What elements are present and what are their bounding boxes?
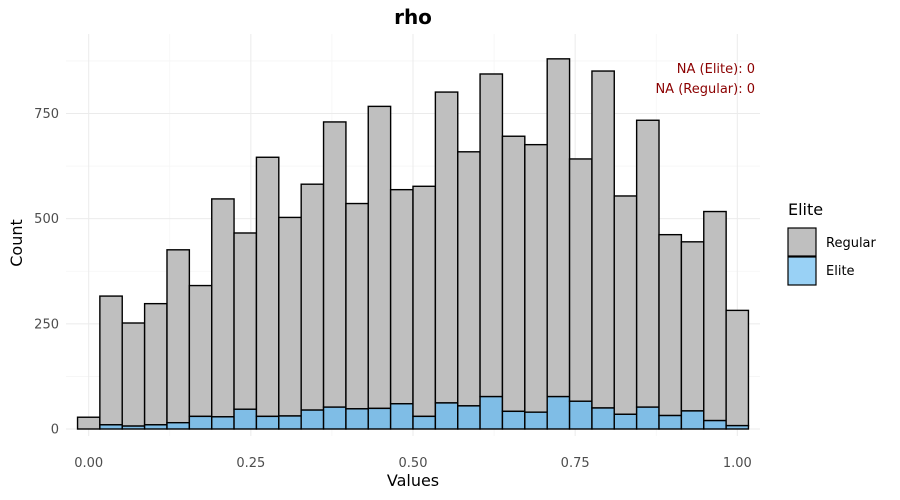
bar-elite bbox=[501, 410, 526, 430]
legend-label-regular: Regular bbox=[826, 236, 877, 251]
bar-regular bbox=[322, 121, 347, 408]
bar-elite bbox=[278, 415, 302, 430]
na-regular-annotation: NA (Regular): 0 bbox=[655, 82, 755, 97]
bar-regular bbox=[211, 198, 235, 418]
bar-regular bbox=[434, 91, 459, 404]
x-tick-label: 0.50 bbox=[399, 456, 428, 471]
bar-elite bbox=[479, 395, 504, 430]
bar-regular bbox=[524, 143, 548, 413]
legend-swatch-regular bbox=[787, 227, 817, 257]
legend: Elite Regular Elite bbox=[787, 200, 877, 286]
bar-regular bbox=[546, 58, 571, 398]
bar-elite bbox=[143, 424, 168, 430]
bars bbox=[76, 58, 750, 430]
bar-elite bbox=[635, 406, 660, 430]
bar-elite bbox=[166, 421, 191, 430]
bar-regular bbox=[255, 156, 280, 418]
bar-regular bbox=[143, 302, 168, 426]
bar-elite bbox=[188, 415, 213, 430]
bar-regular bbox=[300, 183, 325, 411]
bar-elite bbox=[367, 407, 392, 430]
bar-regular bbox=[457, 151, 481, 407]
bar-elite bbox=[546, 395, 571, 430]
bar-elite bbox=[658, 414, 683, 430]
na-elite-annotation: NA (Elite): 0 bbox=[677, 62, 755, 77]
bar-regular bbox=[591, 70, 615, 409]
bar-regular bbox=[345, 202, 369, 410]
bar-elite bbox=[300, 409, 325, 430]
y-axis-title: Count bbox=[7, 219, 26, 267]
bar-elite bbox=[412, 415, 437, 430]
bar-regular bbox=[76, 416, 101, 430]
bar-regular bbox=[501, 135, 526, 413]
y-tick-label: 750 bbox=[34, 107, 59, 122]
bar-regular bbox=[479, 73, 504, 398]
bar-elite bbox=[322, 406, 347, 430]
bar-regular bbox=[412, 185, 437, 418]
bar-regular bbox=[568, 158, 593, 402]
bar-elite bbox=[725, 424, 750, 430]
bar-regular bbox=[121, 322, 146, 427]
bar-elite bbox=[524, 411, 548, 430]
bar-elite bbox=[99, 424, 123, 430]
legend-label-elite: Elite bbox=[826, 264, 855, 279]
bar-regular bbox=[188, 284, 213, 418]
bar-regular bbox=[278, 216, 302, 417]
y-axis-tick-labels: 0 250 500 750 bbox=[34, 107, 59, 437]
bar-elite bbox=[703, 419, 727, 430]
x-tick-label: 1.00 bbox=[723, 456, 752, 471]
bar-regular bbox=[166, 249, 191, 424]
bar-regular bbox=[99, 295, 123, 426]
y-tick-label: 250 bbox=[34, 317, 59, 332]
legend-title: Elite bbox=[788, 200, 823, 219]
chart-title: rho bbox=[394, 5, 432, 29]
bar-elite bbox=[255, 415, 280, 430]
bar-regular bbox=[389, 188, 414, 405]
bar-elite bbox=[345, 408, 369, 430]
y-tick-label: 500 bbox=[34, 212, 59, 227]
x-axis-tick-labels: 0.00 0.25 0.50 0.75 1.00 bbox=[74, 456, 752, 471]
bar-regular bbox=[658, 233, 683, 417]
bar-elite bbox=[211, 416, 235, 430]
bar-elite bbox=[591, 407, 615, 430]
bar-elite bbox=[434, 402, 459, 430]
legend-swatch-elite bbox=[787, 256, 817, 286]
bar-regular bbox=[725, 309, 750, 427]
bar-elite bbox=[233, 408, 258, 430]
bar-regular bbox=[703, 210, 727, 422]
bar-regular bbox=[233, 232, 258, 410]
x-axis-title: Values bbox=[387, 471, 439, 490]
na-annotations: NA (Elite): 0 NA (Regular): 0 bbox=[655, 62, 755, 97]
bar-elite bbox=[389, 403, 414, 430]
bar-regular bbox=[635, 119, 660, 408]
bar-elite bbox=[457, 405, 481, 430]
bar-regular bbox=[613, 195, 638, 415]
bar-elite bbox=[568, 400, 593, 430]
x-tick-label: 0.00 bbox=[74, 456, 103, 471]
y-tick-label: 0 bbox=[51, 423, 59, 438]
bar-elite bbox=[613, 413, 638, 430]
x-tick-label: 0.25 bbox=[236, 456, 265, 471]
bar-elite bbox=[680, 410, 705, 430]
bar-regular bbox=[680, 241, 705, 412]
bar-elite bbox=[121, 425, 146, 430]
bar-regular bbox=[367, 105, 392, 410]
x-tick-label: 0.75 bbox=[561, 456, 590, 471]
